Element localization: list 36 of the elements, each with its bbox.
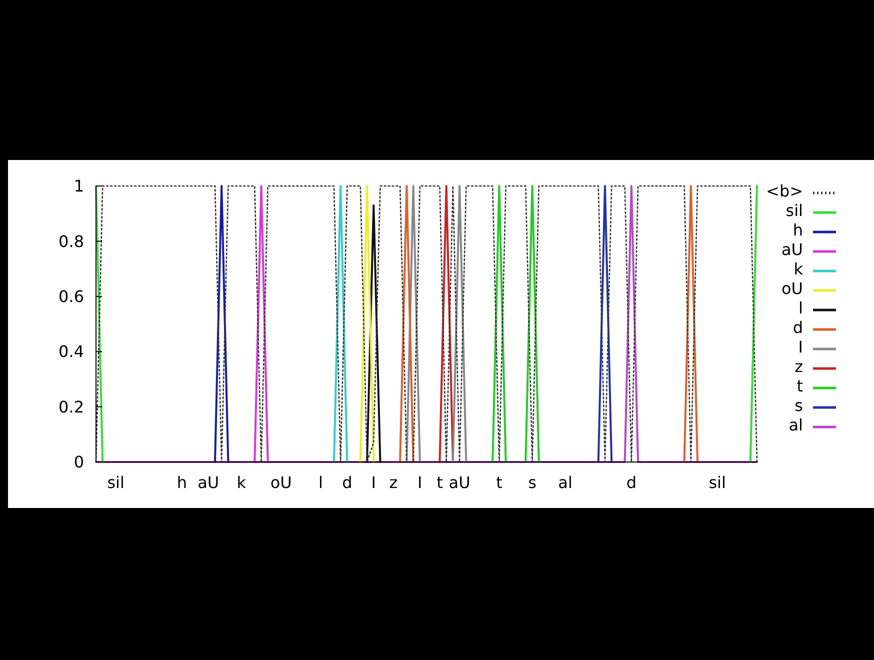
- x-tick-label: aU: [198, 473, 220, 492]
- x-tick-label: sil: [107, 473, 124, 492]
- legend-label: I: [798, 338, 803, 357]
- y-tick-label: 0: [74, 452, 84, 472]
- legend-label: h: [792, 220, 803, 240]
- x-tick-label: oU: [270, 473, 292, 492]
- legend-label: s: [794, 396, 803, 416]
- x-tick-label: d: [626, 473, 636, 492]
- legend-label: al: [788, 416, 803, 435]
- x-tick-label: sil: [708, 473, 726, 492]
- x-tick-label: z: [389, 473, 398, 492]
- y-tick-label: 0.4: [58, 342, 84, 362]
- x-tick-label: al: [558, 473, 572, 492]
- x-tick-label: l: [318, 473, 323, 492]
- legend-label: z: [794, 357, 803, 376]
- legend-label: t: [796, 376, 803, 396]
- legend-label: sil: [786, 201, 803, 220]
- x-tick-label: t: [436, 473, 443, 492]
- x-tick-label: h: [176, 473, 187, 492]
- legend-label: l: [798, 298, 803, 318]
- legend-label: <b>: [766, 182, 803, 201]
- x-tick-label: I: [371, 473, 376, 492]
- y-tick-label: 0.2: [58, 397, 84, 416]
- x-tick-label: d: [342, 473, 352, 492]
- x-tick-label: t: [496, 473, 502, 492]
- legend-label: aU: [781, 240, 803, 260]
- x-tick-label: s: [528, 473, 536, 492]
- y-tick-label: 0.8: [58, 232, 84, 251]
- legend-label: oU: [782, 279, 803, 298]
- y-tick-label: 1: [74, 176, 84, 196]
- legend-label: k: [794, 260, 804, 279]
- x-tick-label: aU: [448, 473, 470, 492]
- x-tick-label: k: [236, 473, 247, 492]
- legend-label: d: [792, 318, 803, 338]
- x-tick-label: I: [418, 473, 422, 492]
- y-tick-label: 0.6: [58, 287, 84, 306]
